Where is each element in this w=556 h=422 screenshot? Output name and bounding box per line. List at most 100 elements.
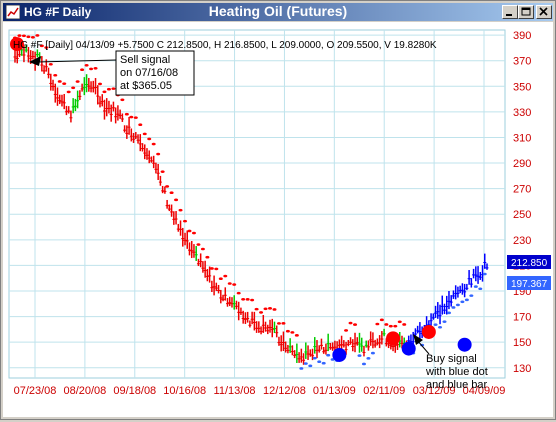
stop-dot <box>102 90 107 94</box>
stop-dot <box>348 321 353 325</box>
stop-dot <box>191 231 196 235</box>
stop-dot <box>151 142 156 146</box>
stop-dot <box>106 87 111 91</box>
x-tick-label: 07/23/08 <box>14 385 57 397</box>
stop-dot <box>353 323 358 326</box>
stop-dot <box>84 63 89 67</box>
stop-dot <box>147 137 152 141</box>
stop-dot <box>442 320 447 323</box>
stop-dot <box>384 323 389 326</box>
stop-dot <box>259 311 264 314</box>
stop-dot <box>379 318 384 322</box>
stop-dot <box>53 73 58 77</box>
chart-icon <box>6 5 20 19</box>
lower-band-label: 197.367 <box>507 276 551 290</box>
stop-dot <box>375 322 380 326</box>
stop-dot <box>44 46 49 49</box>
stop-dot <box>388 324 393 328</box>
x-tick-label: 12/12/08 <box>263 385 306 397</box>
stop-dot <box>75 80 80 83</box>
y-tick-label: 230 <box>513 235 531 247</box>
stop-dot <box>174 198 179 202</box>
y-tick-label: 170 <box>513 312 531 324</box>
sell-annotation: Sell signal on 07/16/08 at $365.05 <box>29 50 195 96</box>
stop-dot <box>433 323 438 326</box>
stop-dot <box>245 298 250 301</box>
stop-dot <box>196 243 201 246</box>
y-tick-label: 310 <box>513 132 531 144</box>
stop-dot <box>71 86 76 90</box>
maximize-button[interactable] <box>518 5 534 19</box>
stop-dot <box>473 285 478 288</box>
stop-dot <box>290 331 295 334</box>
stop-dot <box>482 272 487 276</box>
window-title: HG #F Daily <box>24 5 92 19</box>
stop-dot <box>89 67 94 71</box>
stop-dot <box>236 291 241 295</box>
stop-dot <box>165 185 170 188</box>
stop-dot <box>469 294 474 297</box>
stop-dot <box>357 354 362 357</box>
stop-dot <box>393 324 398 328</box>
buy-signal-marker <box>401 341 416 356</box>
stop-dot <box>187 229 192 233</box>
stop-dot <box>214 267 219 271</box>
stop-dot <box>200 247 205 251</box>
stop-dot <box>250 298 255 302</box>
x-tick-label: 11/13/08 <box>214 385 256 397</box>
stop-dot <box>281 322 286 325</box>
stop-dot <box>263 307 268 311</box>
stop-dot <box>361 362 366 366</box>
x-tick-label: 03/12/09 <box>413 385 456 397</box>
stop-dot <box>218 277 223 281</box>
buy-note-line-3: and blue bar <box>426 379 487 391</box>
stop-dot <box>26 35 31 39</box>
stop-dot <box>120 98 125 102</box>
stop-dot <box>156 152 161 156</box>
y-tick-label: 270 <box>513 184 531 196</box>
stop-dot <box>464 298 469 302</box>
y-tick-label: 130 <box>513 363 531 375</box>
sell-signal-marker <box>421 324 436 339</box>
last-price-text: 212.850 <box>511 258 548 269</box>
stop-dot <box>317 360 322 364</box>
x-axis: 07/23/08 08/20/08 09/18/08 10/16/08 11/13/08… <box>14 385 506 397</box>
stop-dot <box>344 329 349 332</box>
stop-dot <box>223 274 228 278</box>
title-bar[interactable]: HG #F Daily Heating Oil (Futures) <box>3 3 553 21</box>
buy-signal-marker <box>457 337 472 352</box>
sell-note-line-3: at $365.05 <box>120 80 172 92</box>
stop-dot <box>326 353 331 357</box>
buy-note-line-2: with blue dot <box>425 366 488 378</box>
stop-dot <box>129 115 134 119</box>
stop-dot <box>232 283 237 286</box>
chart-area[interactable]: HG #F [Daily] 04/13/09 +5.7500 C 212.850… <box>3 22 553 417</box>
y-tick-label: 350 <box>513 81 531 93</box>
stop-dot <box>308 364 313 368</box>
stop-dot <box>169 191 174 195</box>
stop-dot <box>478 287 483 291</box>
y-tick-label: 250 <box>513 209 531 221</box>
price-chart[interactable]: HG #F [Daily] 04/13/09 +5.7500 C 212.850… <box>3 22 553 417</box>
close-button[interactable] <box>536 5 552 19</box>
x-tick-label: 09/18/08 <box>113 385 156 397</box>
stop-dots <box>13 34 487 370</box>
stop-dot <box>138 123 143 127</box>
stop-dot <box>57 80 62 83</box>
minimize-icon <box>506 14 512 16</box>
stop-dot <box>205 255 210 259</box>
minimize-button[interactable] <box>502 5 518 19</box>
stop-dot <box>227 282 232 285</box>
stop-dot <box>366 357 371 360</box>
lower-band-text: 197.367 <box>511 279 548 290</box>
stop-dot <box>209 267 214 270</box>
stop-dot <box>299 367 304 370</box>
stop-dot <box>254 307 259 311</box>
buy-signal-marker <box>332 347 347 362</box>
stop-dot <box>178 208 183 212</box>
sell-signal-marker <box>386 331 401 346</box>
stop-dot <box>48 62 53 66</box>
stop-dot <box>455 303 460 307</box>
stop-dot <box>272 308 277 311</box>
sell-signal-marker <box>10 37 24 52</box>
